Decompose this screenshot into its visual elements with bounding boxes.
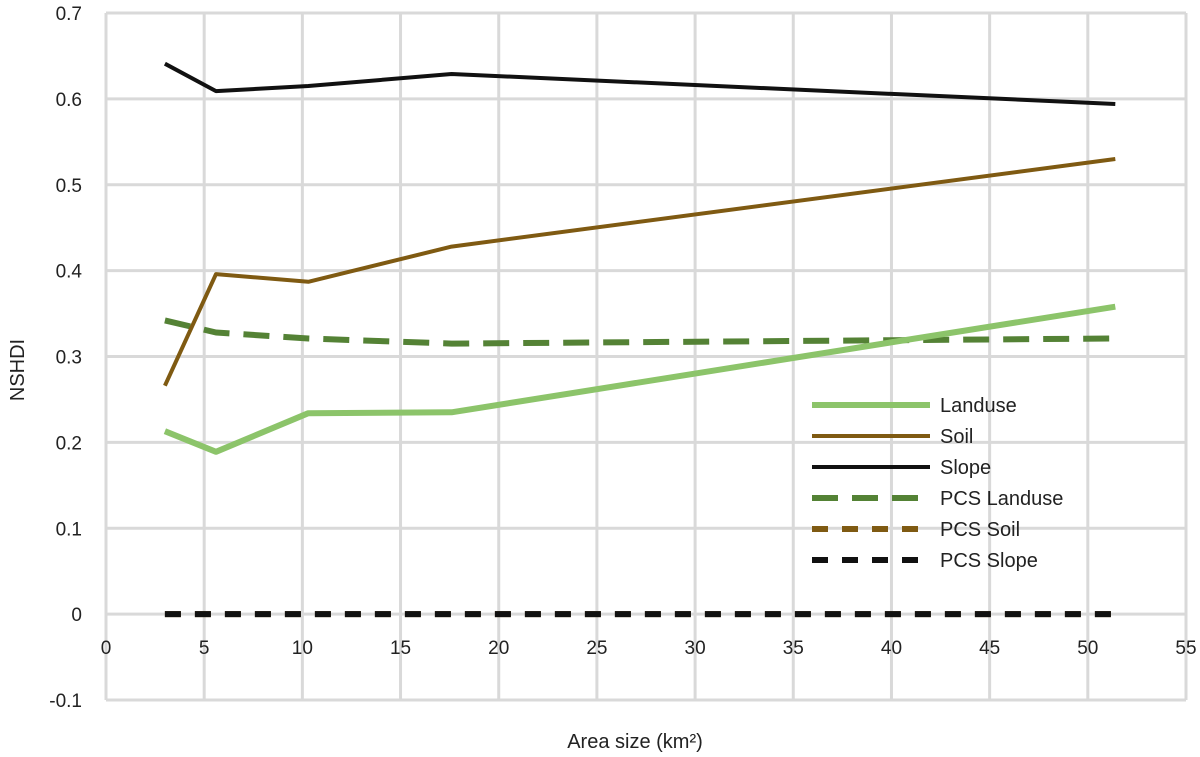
legend-label: Slope: [940, 457, 991, 479]
x-tick-label: 30: [685, 638, 706, 659]
y-axis-ticks: -0.1 0 0.1 0.2 0.3 0.4 0.5 0.6 0.7: [49, 4, 82, 712]
x-axis-label: Area size (km²): [567, 731, 703, 753]
x-tick-label: 55: [1175, 638, 1196, 659]
x-tick-label: 0: [101, 638, 112, 659]
x-tick-label: 45: [979, 638, 1000, 659]
y-axis-label: NSHDI: [7, 339, 29, 401]
grid-lines: [104, 11, 1188, 702]
x-tick-label: 20: [488, 638, 509, 659]
legend-label: PCS Slope: [940, 550, 1038, 572]
x-axis-ticks: 0 5 10 15 20 25 30 35 40 45 50 55: [101, 638, 1197, 659]
x-tick-label: 15: [390, 638, 411, 659]
legend: Landuse Soil Slope PCS Landuse PCS Soil PCS S…: [812, 395, 1063, 572]
y-tick-label: -0.1: [49, 691, 82, 712]
y-tick-label: 0.3: [56, 348, 82, 369]
legend-label: PCS Landuse: [940, 488, 1063, 510]
legend-label: Soil: [940, 426, 973, 448]
y-tick-label: 0: [71, 605, 82, 626]
y-tick-label: 0.5: [56, 176, 82, 197]
x-tick-label: 40: [881, 638, 902, 659]
legend-label: Landuse: [940, 395, 1017, 417]
series-line-pcs-landuse: [164, 317, 1116, 347]
series-line-slope: [163, 61, 1116, 106]
y-tick-label: 0.2: [56, 433, 82, 454]
x-tick-label: 10: [292, 638, 313, 659]
y-tick-label: 0.4: [56, 262, 83, 283]
x-tick-label: 5: [199, 638, 210, 659]
y-tick-label: 0.1: [56, 519, 82, 540]
series-lines: [163, 61, 1116, 618]
y-tick-label: 0.7: [56, 4, 82, 25]
series-line-landuse: [163, 303, 1116, 455]
x-tick-label: 25: [586, 638, 607, 659]
y-tick-label: 0.6: [56, 90, 82, 111]
x-tick-label: 35: [783, 638, 804, 659]
legend-label: PCS Soil: [940, 519, 1020, 541]
x-tick-label: 50: [1077, 638, 1098, 659]
series-line-soil: [163, 157, 1116, 387]
